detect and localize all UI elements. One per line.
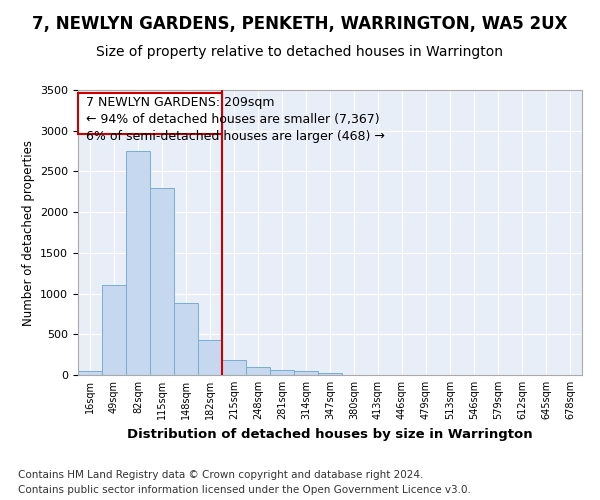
Text: 7 NEWLYN GARDENS: 209sqm
← 94% of detached houses are smaller (7,367)
6% of semi: 7 NEWLYN GARDENS: 209sqm ← 94% of detach… xyxy=(86,96,385,142)
X-axis label: Distribution of detached houses by size in Warrington: Distribution of detached houses by size … xyxy=(127,428,533,440)
Bar xyxy=(150,188,174,375)
Bar xyxy=(222,360,246,375)
Bar xyxy=(126,151,150,375)
Bar xyxy=(78,371,102,375)
Bar xyxy=(246,367,270,375)
FancyBboxPatch shape xyxy=(78,93,222,134)
Text: Contains public sector information licensed under the Open Government Licence v3: Contains public sector information licen… xyxy=(18,485,471,495)
Bar xyxy=(174,304,198,375)
Bar xyxy=(270,370,294,375)
Text: Size of property relative to detached houses in Warrington: Size of property relative to detached ho… xyxy=(97,45,503,59)
Bar xyxy=(198,340,222,375)
Bar xyxy=(102,284,126,375)
Text: 7, NEWLYN GARDENS, PENKETH, WARRINGTON, WA5 2UX: 7, NEWLYN GARDENS, PENKETH, WARRINGTON, … xyxy=(32,15,568,33)
Text: Contains HM Land Registry data © Crown copyright and database right 2024.: Contains HM Land Registry data © Crown c… xyxy=(18,470,424,480)
Bar xyxy=(294,371,318,375)
Bar xyxy=(318,372,342,375)
Y-axis label: Number of detached properties: Number of detached properties xyxy=(22,140,35,326)
